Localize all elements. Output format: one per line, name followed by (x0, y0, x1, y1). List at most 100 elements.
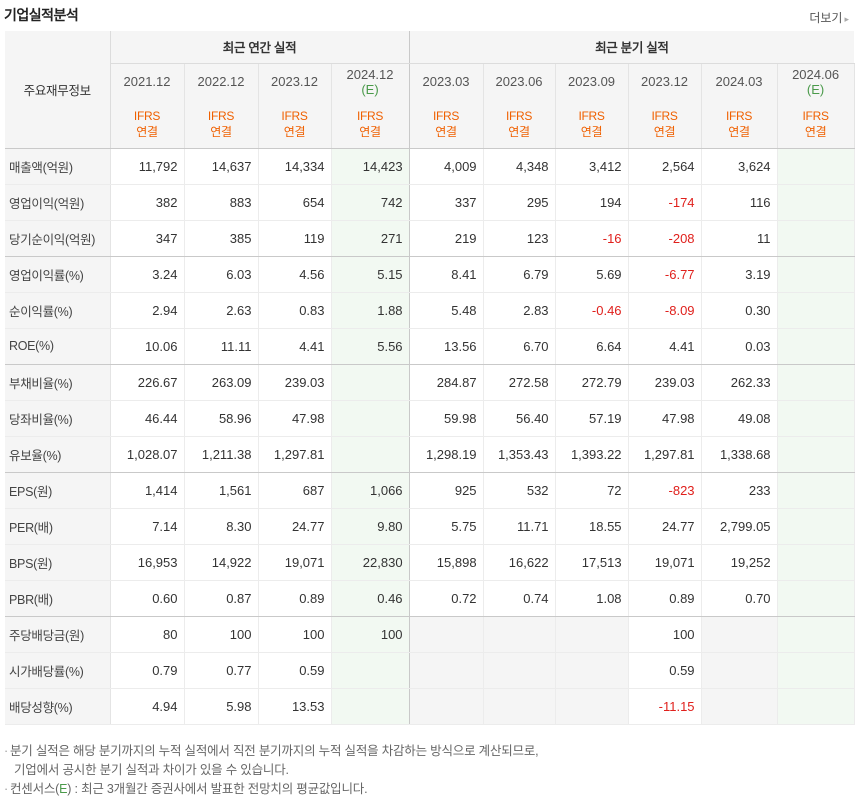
value-cell: 100 (331, 616, 410, 653)
value-cell: 5.75 (409, 508, 484, 545)
value-cell (777, 544, 855, 581)
value-cell (331, 688, 410, 725)
row-label: PER(배) (5, 508, 110, 545)
value-cell: 116 (701, 184, 778, 221)
value-cell: 46.44 (109, 400, 185, 437)
value-cell: 1,211.38 (184, 436, 259, 473)
value-cell: -174 (628, 184, 702, 221)
value-cell: 1,297.81 (628, 436, 702, 473)
value-cell: 233 (701, 472, 778, 509)
value-cell: 687 (258, 472, 332, 509)
quarter-group-header: 최근 분기 실적 (409, 31, 855, 64)
value-cell (331, 364, 410, 401)
value-cell: 0.79 (109, 652, 185, 689)
value-cell: 0.46 (331, 580, 410, 617)
value-cell: 9.80 (331, 508, 410, 545)
accounting-standard: IFRS 연결 (184, 100, 259, 149)
accounting-standard: IFRS 연결 (701, 100, 778, 149)
value-cell: 0.60 (109, 580, 185, 617)
value-cell (331, 436, 410, 473)
value-cell: 56.40 (483, 400, 556, 437)
value-cell: 0.89 (628, 580, 702, 617)
period-header: 2023.09 (555, 63, 629, 100)
period-header: 2024.12 (E) (331, 63, 410, 100)
value-cell (777, 508, 855, 545)
value-cell: 49.08 (701, 400, 778, 437)
row-label: 순이익률(%) (5, 292, 110, 329)
value-cell: 883 (184, 184, 259, 221)
value-cell: 3,624 (701, 148, 778, 185)
value-cell: 80 (109, 616, 185, 653)
table-row: ROE(%) 10.06 11.11 4.41 5.56 13.56 6.70 6.64 4.4… (5, 328, 855, 365)
value-cell (483, 616, 556, 653)
section-header: 기업실적분석 더보기 ▸ (0, 0, 859, 30)
bullet-icon: · (4, 744, 8, 758)
table-row: 영업이익(억원) 382 883 654 742 337 295 194 -174 116 (5, 184, 855, 221)
value-cell: 19,071 (258, 544, 332, 581)
value-cell: 6.03 (184, 256, 259, 293)
value-cell: 47.98 (258, 400, 332, 437)
row-label: ROE(%) (5, 328, 110, 365)
value-cell: 16,953 (109, 544, 185, 581)
value-cell: 15,898 (409, 544, 484, 581)
row-label: 영업이익률(%) (5, 256, 110, 293)
value-cell: 10.06 (109, 328, 185, 365)
value-cell: 14,922 (184, 544, 259, 581)
value-cell: 11.11 (184, 328, 259, 365)
value-cell: 219 (409, 220, 484, 257)
footnote-1-cont: 기업에서 공시한 분기 실적과 차이가 있을 수 있습니다. (14, 763, 289, 777)
table-row: 당기순이익(억원) 347 385 119 271 219 123 -16 -208 11 (5, 220, 855, 257)
row-label: 당좌비율(%) (5, 400, 110, 437)
value-cell: 11 (701, 220, 778, 257)
value-cell: 14,423 (331, 148, 410, 185)
value-cell: 58.96 (184, 400, 259, 437)
table-row: 당좌비율(%) 46.44 58.96 47.98 59.98 56.40 57.19 47.… (5, 400, 855, 437)
value-cell: 0.87 (184, 580, 259, 617)
row-label: 주당배당금(원) (5, 616, 110, 653)
value-cell: 0.77 (184, 652, 259, 689)
value-cell (483, 652, 556, 689)
value-cell (331, 400, 410, 437)
more-label: 더보기 (809, 11, 843, 25)
footnote-1: · 분기 실적은 해당 분기까지의 누적 실적에서 직전 분기까지의 누적 실적을… (4, 744, 539, 758)
table-row: 순이익률(%) 2.94 2.63 0.83 1.88 5.48 2.83 -0.46 -8.0… (5, 292, 855, 329)
period-header: 2023.03 (409, 63, 484, 100)
value-cell: 272.58 (483, 364, 556, 401)
value-cell: 5.48 (409, 292, 484, 329)
value-cell (701, 652, 778, 689)
value-cell: -16 (555, 220, 629, 257)
value-cell: 925 (409, 472, 484, 509)
row-label: EPS(원) (5, 472, 110, 509)
value-cell: 8.30 (184, 508, 259, 545)
value-cell: 1,066 (331, 472, 410, 509)
value-cell: 2.94 (109, 292, 185, 329)
row-label: 시가배당률(%) (5, 652, 110, 689)
value-cell (777, 472, 855, 509)
value-cell: 1,028.07 (109, 436, 185, 473)
value-cell: 0.72 (409, 580, 484, 617)
value-cell: 2.63 (184, 292, 259, 329)
period-header: 2024.03 (701, 63, 778, 100)
table-row: 배당성향(%) 4.94 5.98 13.53 -11.15 (5, 688, 855, 725)
row-label: 영업이익(억원) (5, 184, 110, 221)
more-link[interactable]: 더보기 ▸ (809, 9, 849, 26)
value-cell: 4.41 (628, 328, 702, 365)
value-cell: 194 (555, 184, 629, 221)
value-cell: 4.94 (109, 688, 185, 725)
value-cell: 5.15 (331, 256, 410, 293)
row-label: 부채비율(%) (5, 364, 110, 401)
value-cell: 22,830 (331, 544, 410, 581)
period-header: 2023.12 (258, 63, 332, 100)
value-cell: 1,297.81 (258, 436, 332, 473)
value-cell: 0.30 (701, 292, 778, 329)
accounting-standard: IFRS 연결 (555, 100, 629, 149)
accounting-standard: IFRS 연결 (409, 100, 484, 149)
accounting-standard: IFRS 연결 (483, 100, 556, 149)
footnote-2: · 컨센서스(E) : 최근 3개월간 증권사에서 발표한 전망치의 평균값입니다… (4, 782, 368, 796)
table-body: 매출액(억원) 11,792 14,637 14,334 14,423 4,009 4,34… (5, 148, 855, 725)
value-cell: 0.59 (258, 652, 332, 689)
value-cell: 100 (628, 616, 702, 653)
value-cell: 1,414 (109, 472, 185, 509)
value-cell: 14,334 (258, 148, 332, 185)
value-cell: 347 (109, 220, 185, 257)
